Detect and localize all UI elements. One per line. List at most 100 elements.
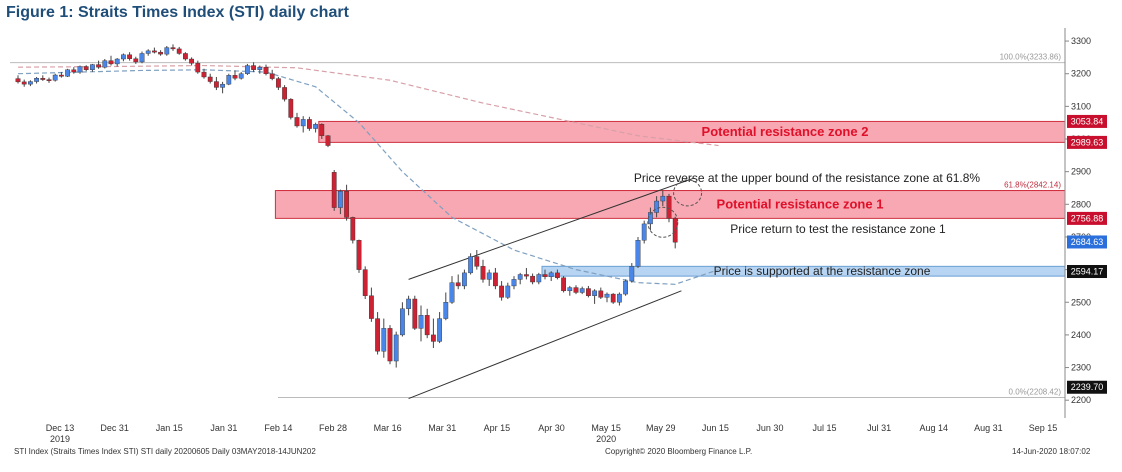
- candle-body: [493, 272, 498, 287]
- candle: [406, 295, 411, 316]
- candle: [555, 269, 560, 280]
- candle-body: [375, 318, 380, 352]
- channel-lower-line: [408, 290, 682, 400]
- price-tag: 2756.88: [1067, 211, 1107, 225]
- candle: [400, 302, 405, 337]
- candle: [325, 135, 331, 148]
- candle: [288, 98, 294, 120]
- candle-body: [629, 266, 635, 282]
- candle: [387, 325, 393, 365]
- candle: [52, 73, 58, 82]
- candle: [71, 67, 77, 74]
- candle: [455, 274, 461, 290]
- y-tick-label: 2900: [1071, 167, 1091, 177]
- candle-body: [108, 60, 114, 65]
- candle-body: [660, 195, 666, 202]
- candle: [114, 58, 120, 67]
- candle-body: [437, 318, 442, 342]
- candle: [511, 276, 517, 290]
- candle: [604, 292, 610, 303]
- candle-body: [449, 282, 455, 303]
- candle-body: [418, 315, 424, 329]
- candle: [244, 63, 250, 76]
- x-tick-sublabel: 2020: [596, 434, 616, 444]
- candle: [573, 285, 579, 295]
- price-tag-bg: [1067, 114, 1107, 128]
- moving-average-layer: [17, 64, 719, 285]
- candle-body: [189, 58, 194, 64]
- candle: [195, 60, 201, 74]
- candle-body: [455, 282, 461, 287]
- candle: [46, 77, 52, 83]
- candle-body: [307, 119, 312, 129]
- x-tick-label: Jun 30: [756, 423, 783, 433]
- candle-body: [102, 60, 108, 68]
- candle: [660, 190, 666, 206]
- candle-body: [182, 53, 188, 60]
- moving-average-2: [17, 69, 719, 285]
- candle-body: [623, 280, 629, 295]
- annotations-layer: Price reverse at the upper bound of the …: [634, 171, 980, 238]
- candle-body: [263, 66, 269, 74]
- candle: [530, 273, 536, 285]
- zone-label-3: Price is supported at the resistance zon…: [714, 264, 931, 278]
- candle-body: [617, 293, 622, 303]
- candle: [493, 267, 498, 290]
- price-tag-label: 2756.88: [1071, 213, 1104, 223]
- candle: [369, 287, 374, 322]
- candle: [412, 295, 418, 331]
- candle: [431, 318, 436, 348]
- price-tags-layer: 3053.84 2989.63 2756.88 2684.63 2594.17 2239.…: [1067, 114, 1107, 394]
- zone-1: [318, 120, 1066, 143]
- candle-body: [282, 87, 287, 100]
- zone-label-1: Potential resistance zone 2: [702, 124, 869, 139]
- candle-body: [269, 73, 275, 79]
- candle: [102, 59, 108, 69]
- candle-body: [325, 135, 331, 146]
- candle: [672, 216, 678, 249]
- price-tag-label: 2594.17: [1071, 267, 1104, 277]
- candle: [381, 318, 387, 358]
- price-tag-bg: [1067, 135, 1107, 149]
- candle: [133, 56, 139, 64]
- candle: [443, 292, 449, 321]
- x-tick-label: Jan 15: [156, 423, 183, 433]
- price-tag-label: 3053.84: [1071, 116, 1104, 126]
- candle: [164, 45, 170, 56]
- zones-layer: Potential resistance zone 2 Potential res…: [274, 120, 1066, 278]
- candle: [139, 51, 145, 64]
- candle: [579, 286, 585, 295]
- candle: [610, 293, 616, 304]
- y-tick-label: 2400: [1071, 330, 1091, 340]
- candle: [15, 75, 21, 84]
- candle: [207, 73, 213, 84]
- candle-body: [362, 269, 368, 296]
- candle-body: [195, 63, 201, 73]
- candle-body: [462, 272, 467, 287]
- candle: [232, 70, 238, 81]
- candle-body: [672, 218, 678, 243]
- candle: [145, 49, 151, 56]
- candle: [437, 312, 442, 344]
- candle-body: [15, 78, 21, 83]
- footer-left: STI Index (Straits Times Index STI) STI …: [14, 447, 316, 456]
- x-tick-label: Aug 14: [920, 423, 949, 433]
- price-tag: 2594.17: [1067, 265, 1107, 279]
- candle-body: [406, 298, 411, 309]
- candle: [517, 272, 523, 285]
- candle-body: [89, 64, 95, 70]
- candle: [170, 44, 176, 51]
- x-tick-sublabel: 2019: [50, 434, 70, 444]
- candle: [300, 116, 306, 133]
- candle-body: [641, 223, 647, 241]
- candle-body: [226, 75, 232, 85]
- candle-body: [170, 47, 176, 50]
- candle: [220, 81, 225, 94]
- candle-body: [536, 274, 542, 283]
- candle-body: [213, 81, 219, 88]
- candle-body: [387, 328, 393, 362]
- x-tick-label: Jan 31: [210, 423, 237, 433]
- candle-body: [319, 124, 325, 136]
- candle: [313, 122, 318, 133]
- candle: [567, 285, 573, 296]
